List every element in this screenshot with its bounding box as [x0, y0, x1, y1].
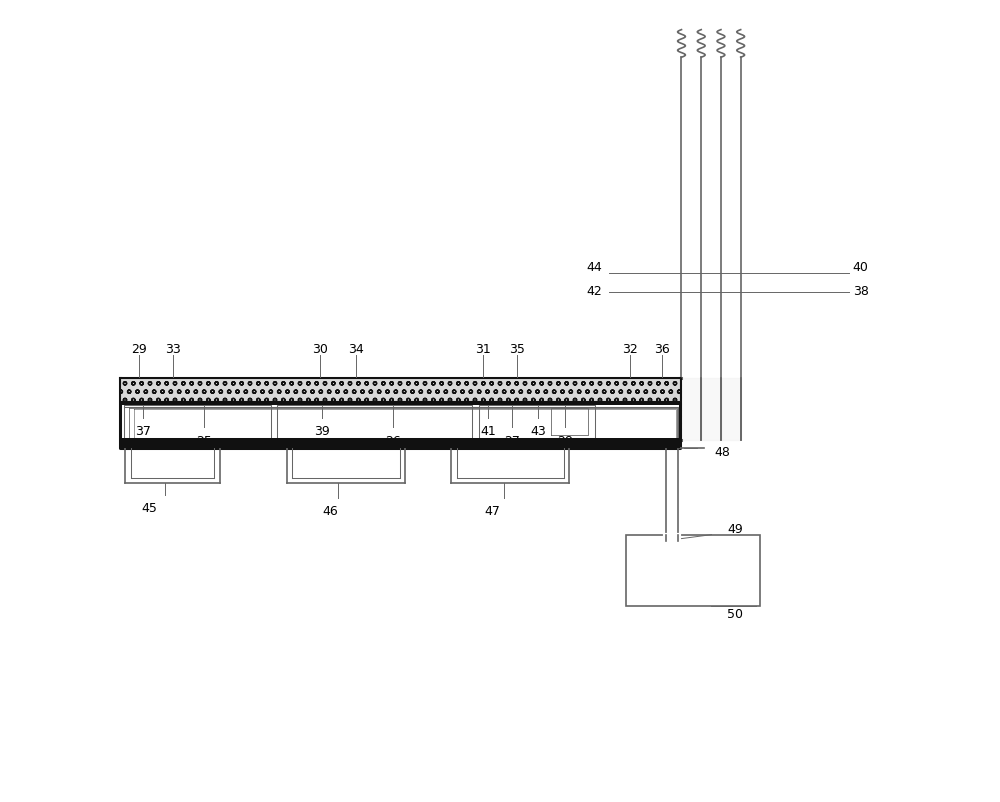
Text: 46: 46 — [322, 504, 338, 517]
Text: 28: 28 — [557, 434, 573, 447]
Text: 43: 43 — [530, 424, 546, 438]
Text: 41: 41 — [480, 424, 496, 438]
Text: 39: 39 — [315, 424, 330, 438]
Text: 50: 50 — [727, 607, 743, 620]
Text: 30: 30 — [312, 342, 328, 355]
Text: 49: 49 — [727, 522, 743, 535]
Text: 32: 32 — [622, 342, 638, 355]
Text: 44: 44 — [587, 261, 603, 273]
Text: 47: 47 — [484, 504, 500, 517]
Text: 48: 48 — [715, 446, 731, 459]
Text: 33: 33 — [165, 342, 180, 355]
Text: 27: 27 — [504, 434, 520, 447]
Text: 40: 40 — [853, 261, 869, 273]
Text: 31: 31 — [475, 342, 491, 355]
Text: 35: 35 — [509, 342, 525, 355]
Text: 38: 38 — [853, 284, 869, 298]
Bar — [120, 439, 680, 448]
Text: 29: 29 — [131, 342, 146, 355]
Text: 26: 26 — [386, 434, 401, 447]
Text: 37: 37 — [135, 424, 151, 438]
Bar — [120, 379, 680, 401]
Text: 36: 36 — [654, 342, 670, 355]
Bar — [120, 401, 680, 406]
Text: 45: 45 — [141, 501, 157, 514]
Bar — [626, 535, 760, 606]
Text: 34: 34 — [349, 342, 364, 355]
Text: 42: 42 — [587, 284, 603, 298]
Text: 25: 25 — [196, 434, 212, 447]
